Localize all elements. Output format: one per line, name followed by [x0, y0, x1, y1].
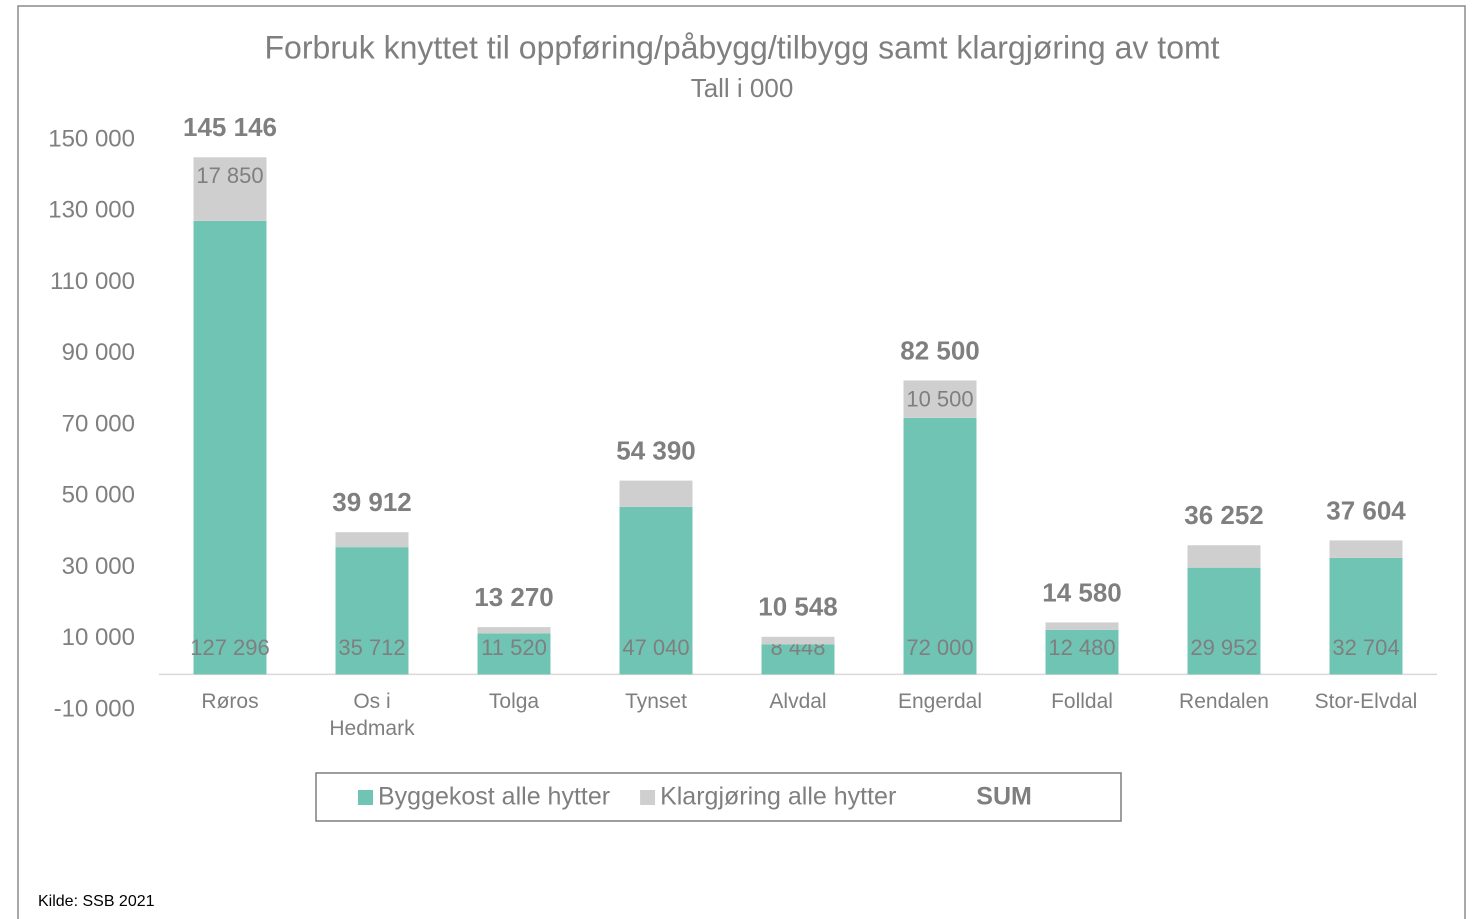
- legend-label: SUM: [976, 783, 1032, 811]
- x-tick-label: Tolga: [488, 690, 540, 713]
- bar-segment: [1045, 622, 1119, 630]
- legend-label: Byggekost alle hytter: [378, 783, 610, 811]
- total-label: 82 500: [900, 335, 980, 365]
- x-tick-label: Røros: [201, 690, 259, 713]
- bar-segment: [761, 636, 835, 645]
- total-label: 37 604: [1326, 495, 1406, 525]
- x-tick-label: Folldal: [1051, 690, 1113, 713]
- y-tick-label: 30 000: [62, 553, 135, 580]
- bar-segment: [903, 380, 977, 418]
- x-tick-label: Alvdal: [769, 690, 827, 713]
- chart-title: Forbruk knyttet til oppføring/påbygg/til…: [264, 29, 1219, 65]
- total-label: 39 912: [332, 487, 412, 517]
- x-tick-label: Engerdal: [897, 690, 983, 713]
- total-label: 14 580: [1042, 577, 1122, 607]
- y-tick-label: 50 000: [62, 482, 135, 509]
- bar-segment: [903, 417, 977, 675]
- y-tick-label: 150 000: [48, 125, 135, 152]
- bar-segment: [335, 547, 409, 675]
- data-label: 47 040: [622, 635, 689, 660]
- legend-label: Klargjøring alle hytter: [660, 783, 896, 811]
- bar-segment: [619, 480, 693, 507]
- y-tick-label: -10 000: [54, 695, 135, 722]
- total-label: 54 390: [616, 435, 696, 465]
- data-label: 127 296: [190, 635, 270, 660]
- y-tick-label: 130 000: [48, 197, 135, 224]
- y-tick-label: 110 000: [50, 268, 135, 295]
- bar-segment: [193, 220, 267, 675]
- data-label: 32 704: [1332, 635, 1399, 660]
- x-tick-label: Tynset: [625, 690, 687, 713]
- total-label: 36 252: [1184, 500, 1264, 530]
- legend-swatch: [640, 790, 656, 805]
- legend-swatch: [358, 790, 373, 805]
- data-label: 35 712: [338, 635, 405, 660]
- chart-subtitle: Tall i 000: [691, 73, 794, 103]
- y-tick-label: 70 000: [62, 410, 135, 437]
- bar-segment: [1329, 540, 1403, 558]
- data-label: 17 850: [196, 163, 263, 188]
- data-label: 10 500: [906, 386, 973, 411]
- y-tick-label: 10 000: [62, 624, 135, 651]
- legend-box: [315, 772, 1122, 822]
- y-tick-label: 90 000: [62, 339, 135, 366]
- data-label: 72 000: [906, 635, 973, 660]
- bar-segment: [335, 532, 409, 548]
- bar-segment: [193, 157, 267, 221]
- bar-segment: [1187, 545, 1261, 568]
- data-label: 11 520: [481, 635, 547, 660]
- total-label: 10 548: [758, 592, 838, 622]
- bar-segment: [1329, 557, 1403, 675]
- data-label: 29 952: [1190, 635, 1257, 660]
- total-label: 13 270: [474, 582, 554, 612]
- total-label: 145 146: [183, 112, 277, 142]
- bar-segment: [1187, 567, 1261, 675]
- bar-segment: [477, 633, 551, 675]
- bar-segment: [761, 644, 835, 675]
- x-tick-label: Stor-Elvdal: [1314, 690, 1418, 713]
- bar-segment: [619, 506, 693, 675]
- bar-segment: [477, 627, 551, 634]
- data-label: 12 480: [1048, 635, 1115, 660]
- bar-segment: [1045, 629, 1119, 675]
- source: Kilde: SSB 2021: [38, 893, 155, 910]
- x-tick-label: Os i Hedmark: [329, 690, 415, 740]
- x-tick-label: Rendalen: [1179, 690, 1269, 713]
